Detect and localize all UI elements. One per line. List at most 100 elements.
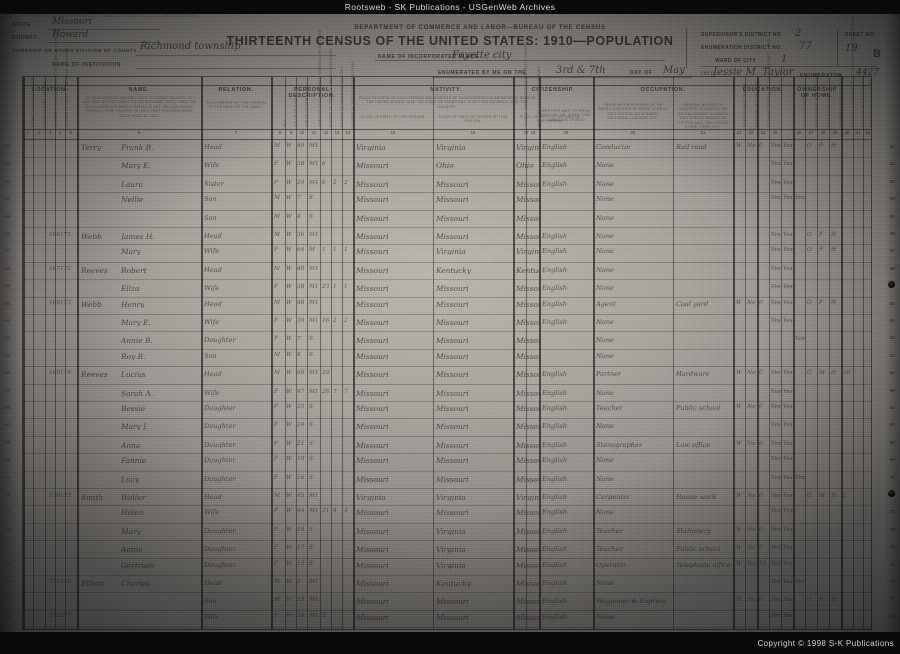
cell-age: 25 [296,403,305,411]
cell-read: Yes [771,545,781,552]
column-number: 21 [700,130,706,135]
cell-mother: Missouri [515,180,541,189]
cell-read: Yes [770,440,781,447]
cell-mother: Missouri [516,196,540,204]
cell-sex: M [273,231,280,239]
cell-race: W [285,440,292,447]
cell-marital: S [308,403,313,411]
subhead-farm-schedule: Number of farm schedule [839,74,843,127]
cell-lang: English [541,232,568,240]
cell-family: 173 [59,299,72,306]
line-number: 72 [889,509,895,515]
subhead-read: Whether able to read [743,82,747,127]
cell-sex: F [273,403,279,411]
line-number-left: 67 [5,422,10,428]
cell-given: Gertrude [120,561,156,570]
cell-lang: English [541,546,568,553]
cell-relation: Head [203,300,222,308]
cell-marital: M1 [308,161,319,168]
cell-lang: English [541,527,568,535]
cell-given: Anna [120,441,141,450]
cell-write: Yes [782,403,793,411]
cell-industry: Law office [675,441,711,449]
column-number: 12 [323,130,329,135]
county-label: COUNTY [12,35,38,41]
cell-age: 19 [296,526,305,533]
cell-mother: Missouri [515,337,541,345]
cell-own: O [806,492,812,500]
cell-father: Missouri [435,318,469,327]
cell-given: Charles [120,579,150,588]
column-number: 16 [470,130,476,135]
cell-school: Yes [795,579,805,585]
cell-family: 177 [59,612,72,619]
cell-marital: S [308,560,313,567]
cell-ch-born: 2 [332,179,337,186]
subhead-deaf-dumb: Whether deaf and dumb [869,78,873,127]
supervisor-district-label: SUPERVISOR'S DISTRICT NO. [701,32,783,38]
subhead-house-no: House number or farm [43,80,47,127]
cell-weeks: 0 [758,299,763,306]
cell-yrs: 16 [321,317,330,325]
subhead-blind: Whether blind (both eyes) [861,73,865,127]
line-number: 61 [889,318,895,323]
cell-father: Missouri [435,441,469,450]
cell-given: Henry [120,300,145,309]
top-watermark-banner: Rootsweb - SK Publications - USGenWeb Ar… [0,0,900,14]
cell-emp: W [735,142,742,150]
cell-relation: Daughter [204,441,236,449]
cell-dwelling: 172 [49,612,61,619]
subhead-war-survivor: Whether a survivor of the Union or Confe… [851,10,855,127]
cell-marital: M1 [308,299,319,306]
cell-outwork: No [746,403,756,411]
cell-race: W [285,578,292,586]
cell-sex: M [274,351,280,358]
cell-dwelling: 169 [48,370,61,377]
cell-yrs: 26 [321,388,330,395]
cell-farm: H [830,142,837,150]
cell-read: Yes [770,317,781,325]
line-number: 74 [889,544,895,550]
cell-given: Helen [120,509,144,517]
cell-marital: M1 [308,597,319,604]
sheet-side-value: B [873,48,882,60]
cell-write: Yes [782,161,793,168]
cell-relation: Head [203,579,222,587]
cell-surname: Smith [80,493,104,502]
cell-given: Laura [120,180,144,189]
cell-mother: Virginia [515,143,541,152]
column-number: 10 [299,130,305,135]
subhead-family-no: Number of family in order of visitation [65,47,69,127]
column-number: 1 [26,130,30,135]
cell-occupation: None [596,285,614,292]
cell-age: 39 [296,317,305,325]
cell-read: Yes [770,526,781,533]
cell-mother: Missouri [515,214,541,223]
cell-birth: Missouri [356,546,389,554]
cell-given: Roy R. [120,352,146,361]
cell-relation: Head [203,493,222,501]
cell-sex: F [274,612,279,619]
cell-occupation: Teacher [596,546,623,553]
cell-father: Missouri [436,196,469,204]
cell-father: Missouri [435,352,469,361]
cell-write: Yes [782,612,793,619]
cell-emp: W [735,299,742,306]
cell-mother: Missouri [516,285,540,293]
cell-father: Missouri [435,180,469,189]
cell-free: F [818,142,824,150]
cell-relation: Head [203,143,222,151]
cell-own: O [806,370,812,377]
line-number: 76 [889,579,895,584]
line-number: 60 [889,300,895,306]
cell-industry: Coal yard [675,300,709,308]
cell-age: 21 [296,440,305,447]
cell-race: W [285,161,292,168]
cell-age: 40 [296,265,305,272]
cell-mother: Missouri [515,352,541,361]
cell-occupation: None [596,457,614,464]
cell-sex: F [273,508,279,515]
cell-sex: M [273,142,280,150]
subhead-street: Street, avenue, road, etc. [31,74,35,127]
line-number-left: 58 [5,265,10,271]
